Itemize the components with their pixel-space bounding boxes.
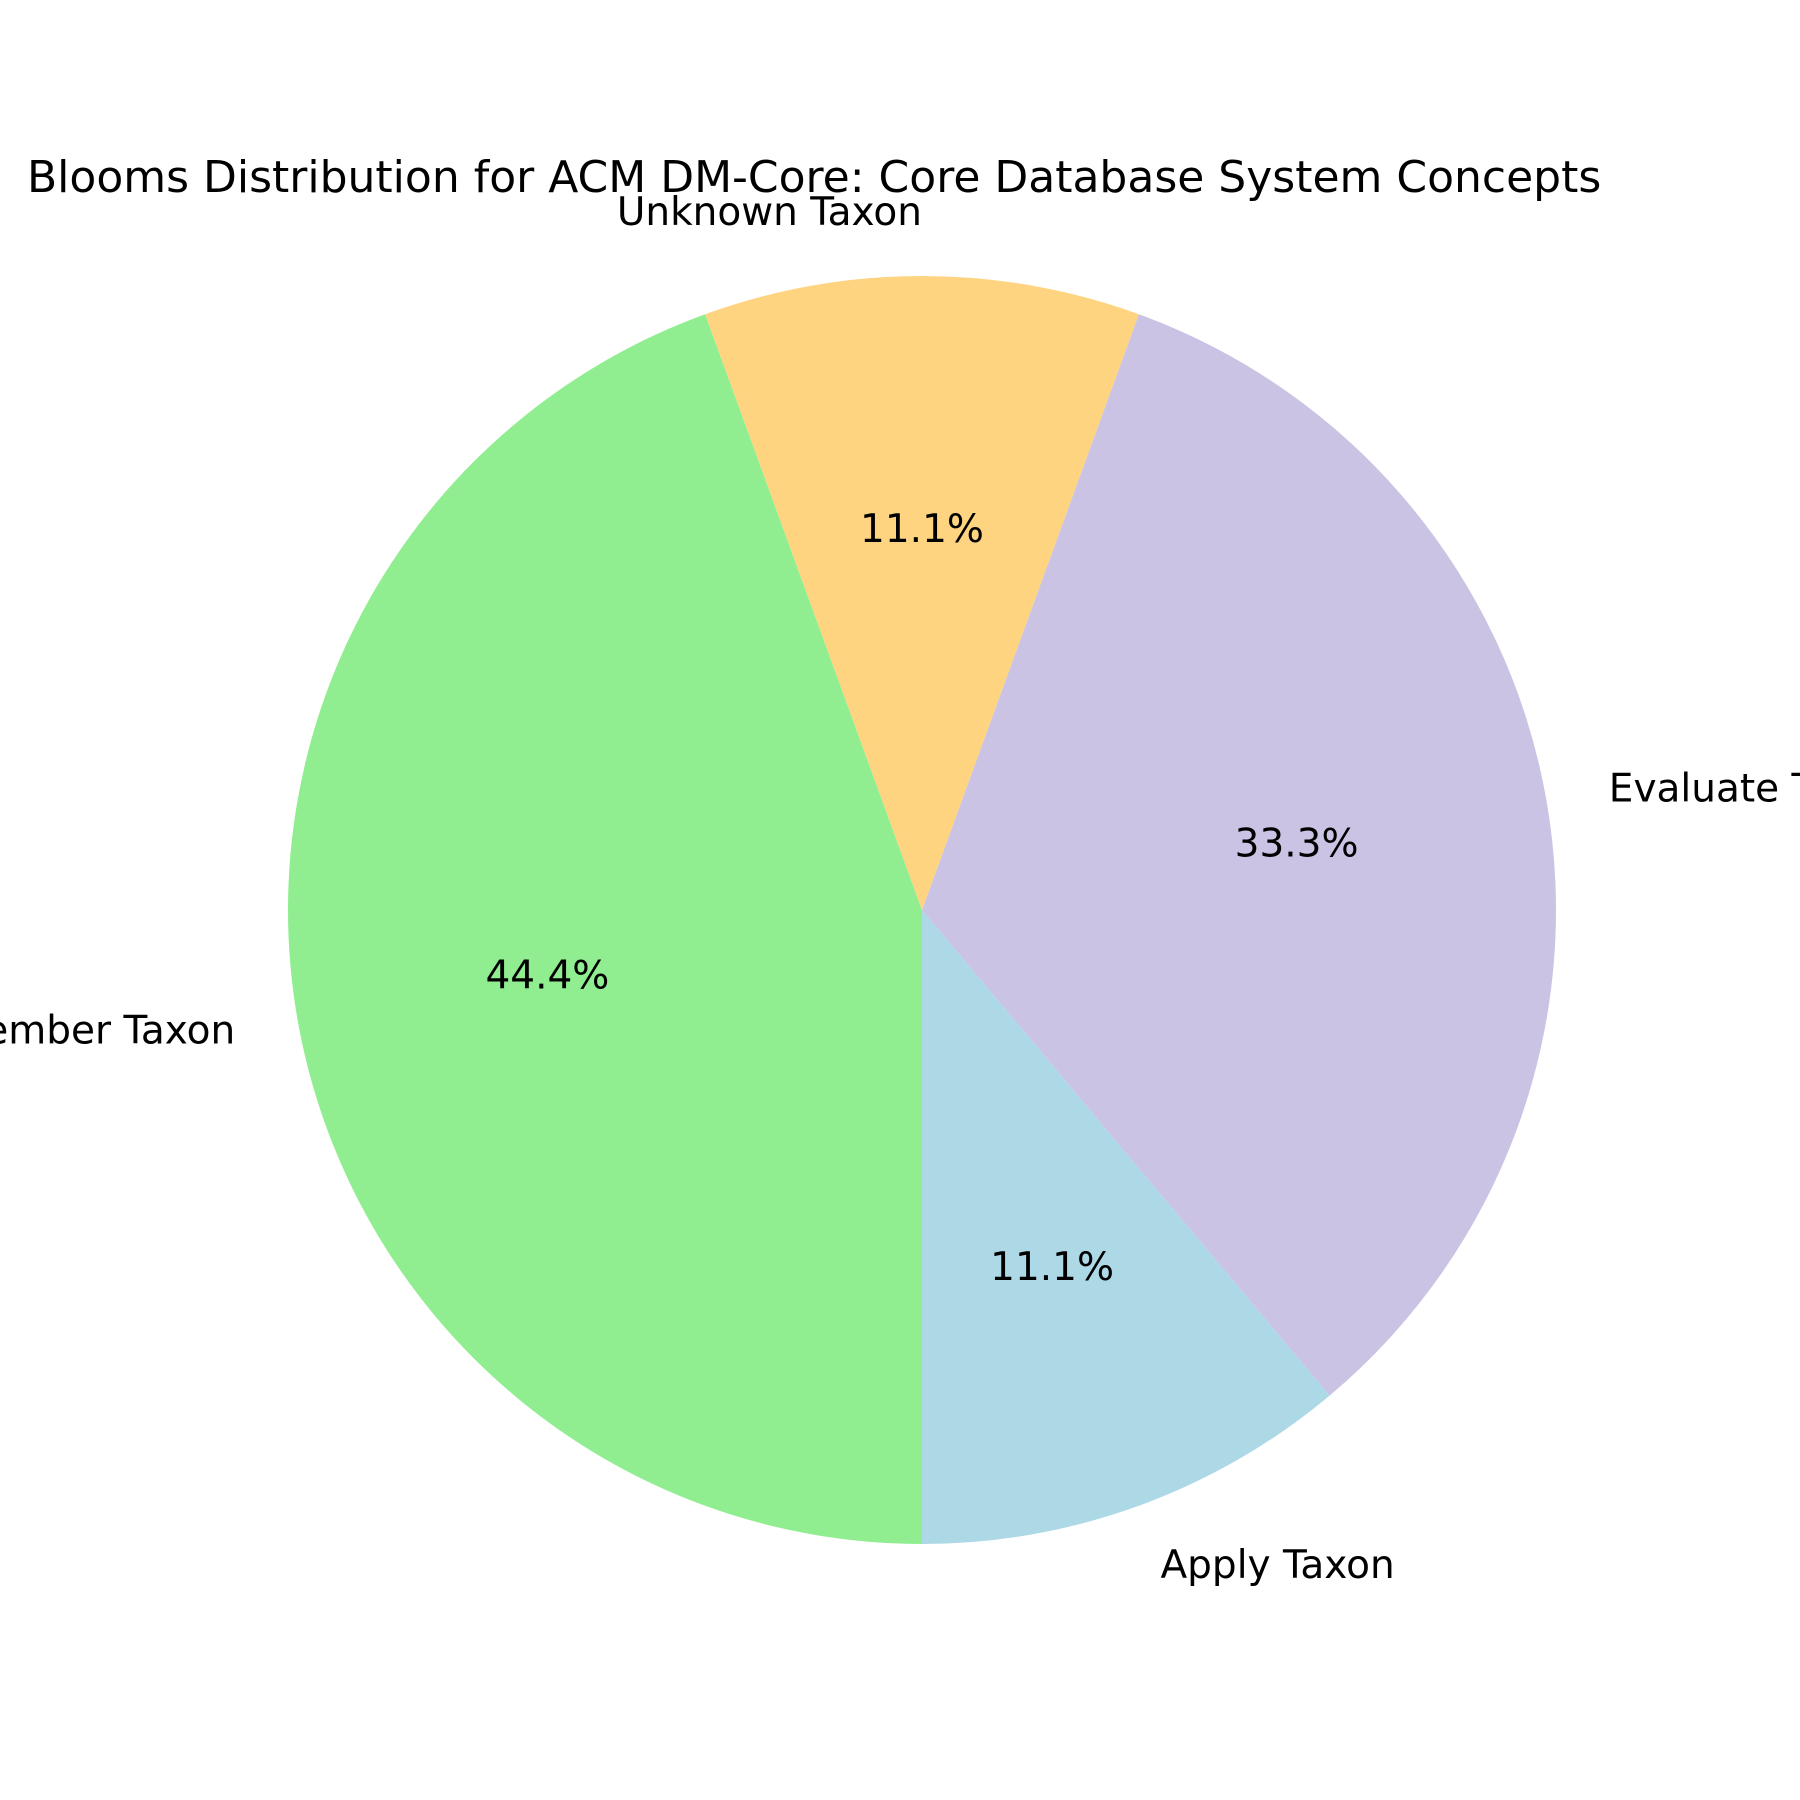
- pie-slices: [287, 275, 1557, 1545]
- chart-title: Blooms Distribution for ACM DM-Core: Cor…: [27, 152, 1601, 203]
- pie-labels: 33.3% Evaluate Taxon 11.1% Apply Taxon 44.4%…: [0, 190, 1800, 1588]
- pie-slice-remember-taxon: [287, 314, 922, 1545]
- slice-label-unknown-taxon: Unknown Taxon: [617, 190, 922, 235]
- pct-label-unknown-taxon: 11.1%: [860, 507, 984, 552]
- pct-label-evaluate-taxon: 33.3%: [1235, 821, 1359, 866]
- pie-slice-apply-taxon: [922, 910, 1330, 1545]
- slice-label-apply-taxon: Apply Taxon: [1161, 1543, 1395, 1588]
- pie-slice-unknown-taxon: [705, 275, 1139, 910]
- pie-slice-evaluate-taxon: [922, 314, 1557, 1396]
- slice-label-remember-taxon: Remember Taxon: [0, 1009, 235, 1054]
- pct-label-apply-taxon: 11.1%: [990, 1245, 1114, 1290]
- pct-label-remember-taxon: 44.4%: [485, 954, 609, 999]
- slice-label-evaluate-taxon: Evaluate Taxon: [1609, 766, 1800, 811]
